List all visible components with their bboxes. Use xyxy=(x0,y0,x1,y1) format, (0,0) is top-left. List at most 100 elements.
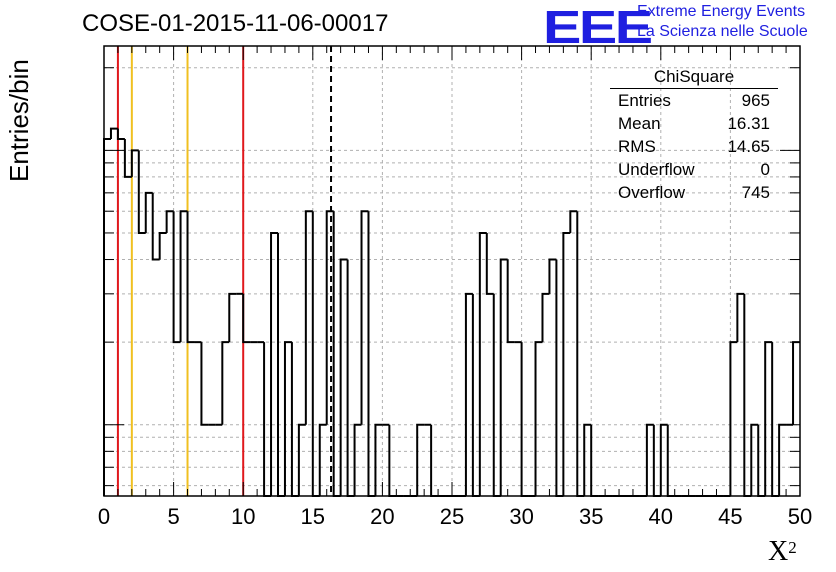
stats-value: 14.65 xyxy=(727,137,770,156)
logo-tagline-1: Extreme Energy Events xyxy=(637,3,806,20)
histogram-bin xyxy=(520,342,529,497)
histogram-bin xyxy=(130,149,139,177)
y-tick-label: 10 xyxy=(74,0,98,5)
histogram-bin xyxy=(764,341,773,496)
histogram-bin xyxy=(346,259,355,497)
histogram-bin xyxy=(792,341,800,425)
histogram-bin xyxy=(297,423,306,496)
histogram-bin xyxy=(534,341,543,496)
x-tick-label: 15 xyxy=(301,504,325,529)
histogram-bin xyxy=(172,211,181,344)
axis-ticks xyxy=(103,46,801,496)
histogram-bin xyxy=(137,150,146,234)
histogram-bin xyxy=(659,423,668,496)
histogram-bin xyxy=(750,423,759,496)
histogram-bin xyxy=(367,211,376,497)
x-tick-label: 20 xyxy=(370,504,394,529)
stats-row: Entries 965 xyxy=(610,89,778,112)
stats-value: 16.31 xyxy=(727,114,770,133)
x-axis-label-superscript: 2 xyxy=(788,538,797,557)
histogram-bin xyxy=(263,342,272,497)
stats-row: Mean 16.31 xyxy=(610,112,778,135)
histogram-bin xyxy=(729,341,738,496)
histogram-bin xyxy=(353,423,362,496)
histogram-bin xyxy=(109,127,118,139)
x-axis-label-base: X xyxy=(768,536,789,567)
logo-tagline-2: La Scienza nelle Scuole xyxy=(637,23,808,40)
histogram-bin xyxy=(548,258,557,294)
histogram-bin xyxy=(499,258,508,496)
eee-logo: EEE xyxy=(543,1,653,53)
stats-label: Mean xyxy=(618,114,661,133)
histogram-bin xyxy=(123,138,132,178)
tick-labels: 05101520253035404550110 xyxy=(74,0,813,529)
x-tick-label: 0 xyxy=(98,504,110,529)
histogram-bin xyxy=(506,259,515,344)
histogram-bin xyxy=(583,423,592,496)
histogram-bin xyxy=(116,128,125,140)
stats-label: Underflow xyxy=(618,160,695,179)
histogram-bin xyxy=(221,341,230,425)
histogram-bin xyxy=(416,423,425,496)
histogram-bin xyxy=(242,293,251,344)
histogram-bin xyxy=(144,191,153,233)
x-tick-label: 35 xyxy=(579,504,603,529)
x-tick-label: 50 xyxy=(788,504,812,529)
histogram-bin xyxy=(360,210,369,425)
histogram-bin xyxy=(743,293,752,497)
histogram-bin xyxy=(165,210,174,233)
stats-row: Underflow 0 xyxy=(610,158,778,181)
histogram-bin xyxy=(283,341,292,496)
x-tick-label: 45 xyxy=(718,504,742,529)
histogram-bin xyxy=(569,210,578,233)
histogram-bin xyxy=(228,292,237,343)
x-tick-label: 5 xyxy=(167,504,179,529)
histogram-bin xyxy=(332,211,341,497)
histogram-bin xyxy=(771,342,780,497)
histogram-bin xyxy=(464,292,473,496)
histogram-bin xyxy=(318,423,327,496)
histogram-bin xyxy=(290,342,299,497)
histogram-bin xyxy=(158,231,167,260)
histogram-bin xyxy=(304,210,313,425)
histogram-bin xyxy=(339,258,348,496)
histogram-bin xyxy=(270,231,278,496)
stats-box: ChiSquare Entries 965 Mean 16.31 RMS 14.65 … xyxy=(610,66,778,204)
histogram-bin xyxy=(645,423,654,496)
histogram-bin xyxy=(736,292,745,343)
histogram-bin xyxy=(471,293,480,497)
stats-row: Overflow 745 xyxy=(610,181,778,204)
histogram-bin xyxy=(311,211,320,497)
histogram-bin xyxy=(277,232,285,497)
histogram-bin xyxy=(200,342,209,426)
histogram-bin xyxy=(492,293,501,497)
stats-label: Entries xyxy=(618,91,671,110)
histogram-bin xyxy=(478,231,487,496)
stats-value: 0 xyxy=(760,160,770,179)
histogram-bin xyxy=(151,192,160,261)
histogram-bin xyxy=(374,423,383,496)
y-axis-label: Entries/bin xyxy=(4,59,34,182)
stats-title: ChiSquare xyxy=(610,66,778,89)
chart-title: COSE-01-2015-11-06-00017 xyxy=(82,10,389,37)
histogram-bin xyxy=(186,211,195,344)
x-tick-label: 30 xyxy=(509,504,533,529)
x-tick-label: 40 xyxy=(649,504,673,529)
histogram-bin xyxy=(325,210,334,425)
histogram-bin xyxy=(555,259,564,497)
stats-row: RMS 14.65 xyxy=(610,135,778,158)
stats-value: 965 xyxy=(741,91,770,110)
y-tick-label: 1 xyxy=(86,0,98,5)
x-tick-label: 10 xyxy=(231,504,255,529)
histogram-bin xyxy=(562,231,571,496)
histogram-bin xyxy=(576,211,585,497)
stats-value: 745 xyxy=(741,183,770,202)
stats-label: RMS xyxy=(618,137,656,156)
histogram-bin xyxy=(541,292,550,343)
histogram-bin xyxy=(179,210,188,343)
histogram-bin xyxy=(485,232,494,295)
stats-label: Overflow xyxy=(618,183,686,202)
x-tick-label: 25 xyxy=(440,504,464,529)
x-axis-label: X2 xyxy=(768,536,797,568)
